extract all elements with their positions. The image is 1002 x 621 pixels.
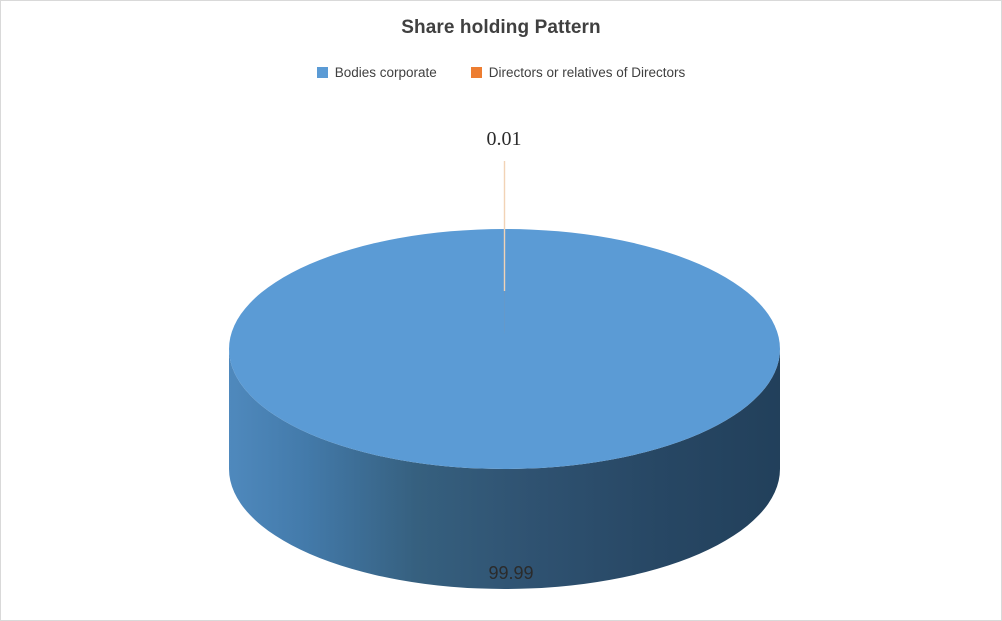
- chart-title: Share holding Pattern: [401, 17, 601, 38]
- legend-item-label: Bodies corporate: [334, 65, 437, 80]
- legend-item-directors-or-relatives[interactable]: Directors or relatives of Directors: [470, 65, 686, 80]
- chart-legend: Bodies corporate Directors or relatives …: [1, 65, 1001, 80]
- legend-swatch-orange-icon: [470, 67, 482, 78]
- legend-swatch-blue-icon: [316, 67, 328, 78]
- legend-item-bodies-corporate[interactable]: Bodies corporate: [316, 65, 437, 80]
- data-label-directors-or-relatives: 0.01: [486, 128, 522, 150]
- data-label-bodies-corporate: 99.99: [488, 563, 534, 583]
- legend-item-label: Directors or relatives of Directors: [488, 65, 686, 80]
